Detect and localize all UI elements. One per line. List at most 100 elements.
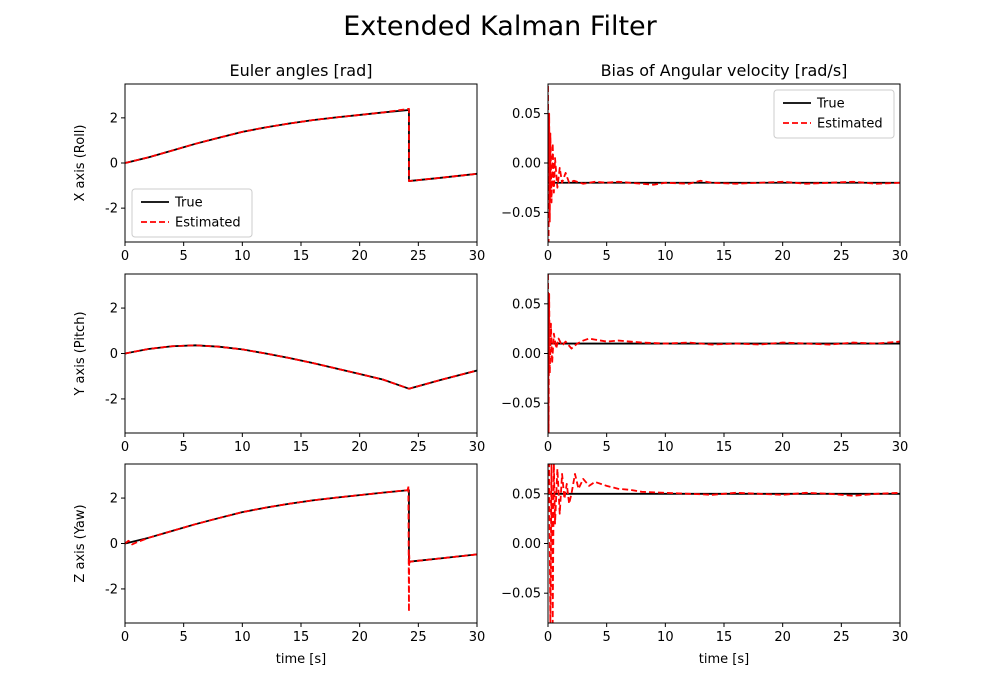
x-tick-label: 0 [121, 249, 129, 264]
legend-label-true: True [174, 196, 203, 211]
x-tick-label: 25 [833, 249, 850, 264]
x-tick-label: 15 [293, 630, 310, 645]
axes-frame [547, 273, 901, 434]
y-tick-label: -2 [105, 202, 118, 217]
x-tick-label: 25 [833, 440, 850, 455]
x-tick-label: 15 [293, 440, 310, 455]
x-tick-label: 30 [892, 249, 909, 264]
x-tick-label: 25 [410, 630, 427, 645]
legend-label-true: True [816, 97, 845, 112]
x-tick-label: 5 [180, 630, 188, 645]
figure-title: Extended Kalman Filter [343, 11, 657, 42]
y-tick-label: 0.00 [512, 157, 541, 172]
x-tick-label: 15 [716, 440, 733, 455]
x-tick-label: 30 [469, 630, 486, 645]
bias-column-title: Bias of Angular velocity [rad/s] [601, 61, 848, 80]
x-tick-label: 5 [603, 630, 611, 645]
x-tick-label: 25 [833, 630, 850, 645]
x-tick-label: 0 [121, 440, 129, 455]
x-tick-label: 20 [351, 440, 368, 455]
x-tick-label: 5 [180, 440, 188, 455]
x-tick-label: 10 [234, 440, 251, 455]
series-true-line [125, 109, 477, 182]
x-tick-label: 30 [469, 440, 486, 455]
plot-area [125, 107, 477, 182]
plot-area [548, 464, 900, 623]
series-estimated-line [125, 484, 477, 613]
y-axis-label: Y axis (Pitch) [73, 311, 88, 396]
x-tick-label: 25 [410, 440, 427, 455]
y-tick-label: −0.05 [501, 587, 541, 602]
legend-label-estimated: Estimated [817, 117, 883, 132]
legend-box [773, 89, 895, 139]
x-tick-label: 5 [180, 249, 188, 264]
y-tick-label: 0.05 [512, 487, 541, 502]
legend-label-estimated: Estimated [175, 216, 241, 231]
panel-euler-y: 0 5 10 15 20 25 30 -2 0 2 Y axis (Pitch) [73, 273, 486, 455]
axes-frame [124, 273, 478, 434]
y-tick-label: -2 [105, 392, 118, 407]
y-tick-label: 2 [110, 302, 118, 317]
panel-bias-y: 0 5 10 15 20 25 30 −0.05 0.00 0.05 [501, 273, 909, 455]
series-estimated-line [125, 344, 477, 390]
legend-box [131, 188, 253, 238]
x-tick-label: 0 [544, 440, 552, 455]
y-tick-label: −0.05 [501, 397, 541, 412]
axes-frame [547, 463, 901, 624]
panel-euler-z: 0 5 10 15 20 25 30 -2 0 2 Z axis (Yaw) time [s] [73, 463, 486, 667]
x-tick-label: 5 [603, 249, 611, 264]
series-estimated-line [125, 107, 477, 182]
x-tick-label: 30 [892, 630, 909, 645]
legend: True Estimated [131, 188, 253, 238]
series-true-line [125, 344, 477, 390]
x-tick-label: 20 [774, 249, 791, 264]
y-tick-label: 0.05 [512, 107, 541, 122]
y-tick-label: 2 [110, 111, 118, 126]
x-tick-label: 10 [234, 249, 251, 264]
plot-area [548, 274, 900, 433]
y-tick-label: 0.00 [512, 537, 541, 552]
y-tick-label: 0.05 [512, 297, 541, 312]
x-tick-label: 10 [657, 630, 674, 645]
panel-euler-x: 0 5 10 15 20 25 30 -2 0 2 X axis (Roll) True Estimat… [73, 83, 486, 264]
x-tick-label: 10 [657, 440, 674, 455]
legend: True Estimated [773, 89, 895, 139]
series-estimated-line [548, 85, 900, 242]
series-estimated-line [548, 464, 900, 623]
x-axis-label: time [s] [276, 652, 326, 667]
x-tick-label: 5 [603, 440, 611, 455]
y-tick-label: 2 [110, 492, 118, 507]
x-tick-label: 10 [657, 249, 674, 264]
x-tick-label: 25 [410, 249, 427, 264]
x-tick-label: 15 [293, 249, 310, 264]
axes-frame [124, 463, 478, 624]
x-tick-label: 20 [774, 440, 791, 455]
euler-column-title: Euler angles [rad] [229, 61, 372, 80]
y-tick-label: -2 [105, 582, 118, 597]
x-axis-label: time [s] [699, 652, 749, 667]
y-tick-label: 0 [110, 347, 118, 362]
panel-bias-x: 0 5 10 15 20 25 30 −0.05 0.00 0.05 True Estimated [501, 83, 909, 264]
y-tick-label: 0 [110, 537, 118, 552]
series-true-line [125, 489, 477, 563]
x-tick-label: 10 [234, 630, 251, 645]
x-tick-label: 30 [469, 249, 486, 264]
x-tick-label: 0 [544, 249, 552, 264]
y-axis-label: X axis (Roll) [73, 125, 88, 202]
series-estimated-line [548, 274, 900, 433]
y-axis-label: Z axis (Yaw) [73, 504, 88, 582]
x-tick-label: 0 [121, 630, 129, 645]
x-tick-label: 15 [716, 630, 733, 645]
y-tick-label: 0.00 [512, 347, 541, 362]
plot-area [125, 484, 477, 613]
x-tick-label: 20 [774, 630, 791, 645]
plot-area [548, 85, 900, 242]
y-tick-label: 0 [110, 157, 118, 172]
plot-area [125, 344, 477, 390]
x-tick-label: 0 [544, 630, 552, 645]
y-tick-label: −0.05 [501, 206, 541, 221]
x-tick-label: 30 [892, 440, 909, 455]
panel-bias-z: 0 5 10 15 20 25 30 −0.05 0.00 0.05 time [s] [501, 463, 909, 667]
x-tick-label: 15 [716, 249, 733, 264]
